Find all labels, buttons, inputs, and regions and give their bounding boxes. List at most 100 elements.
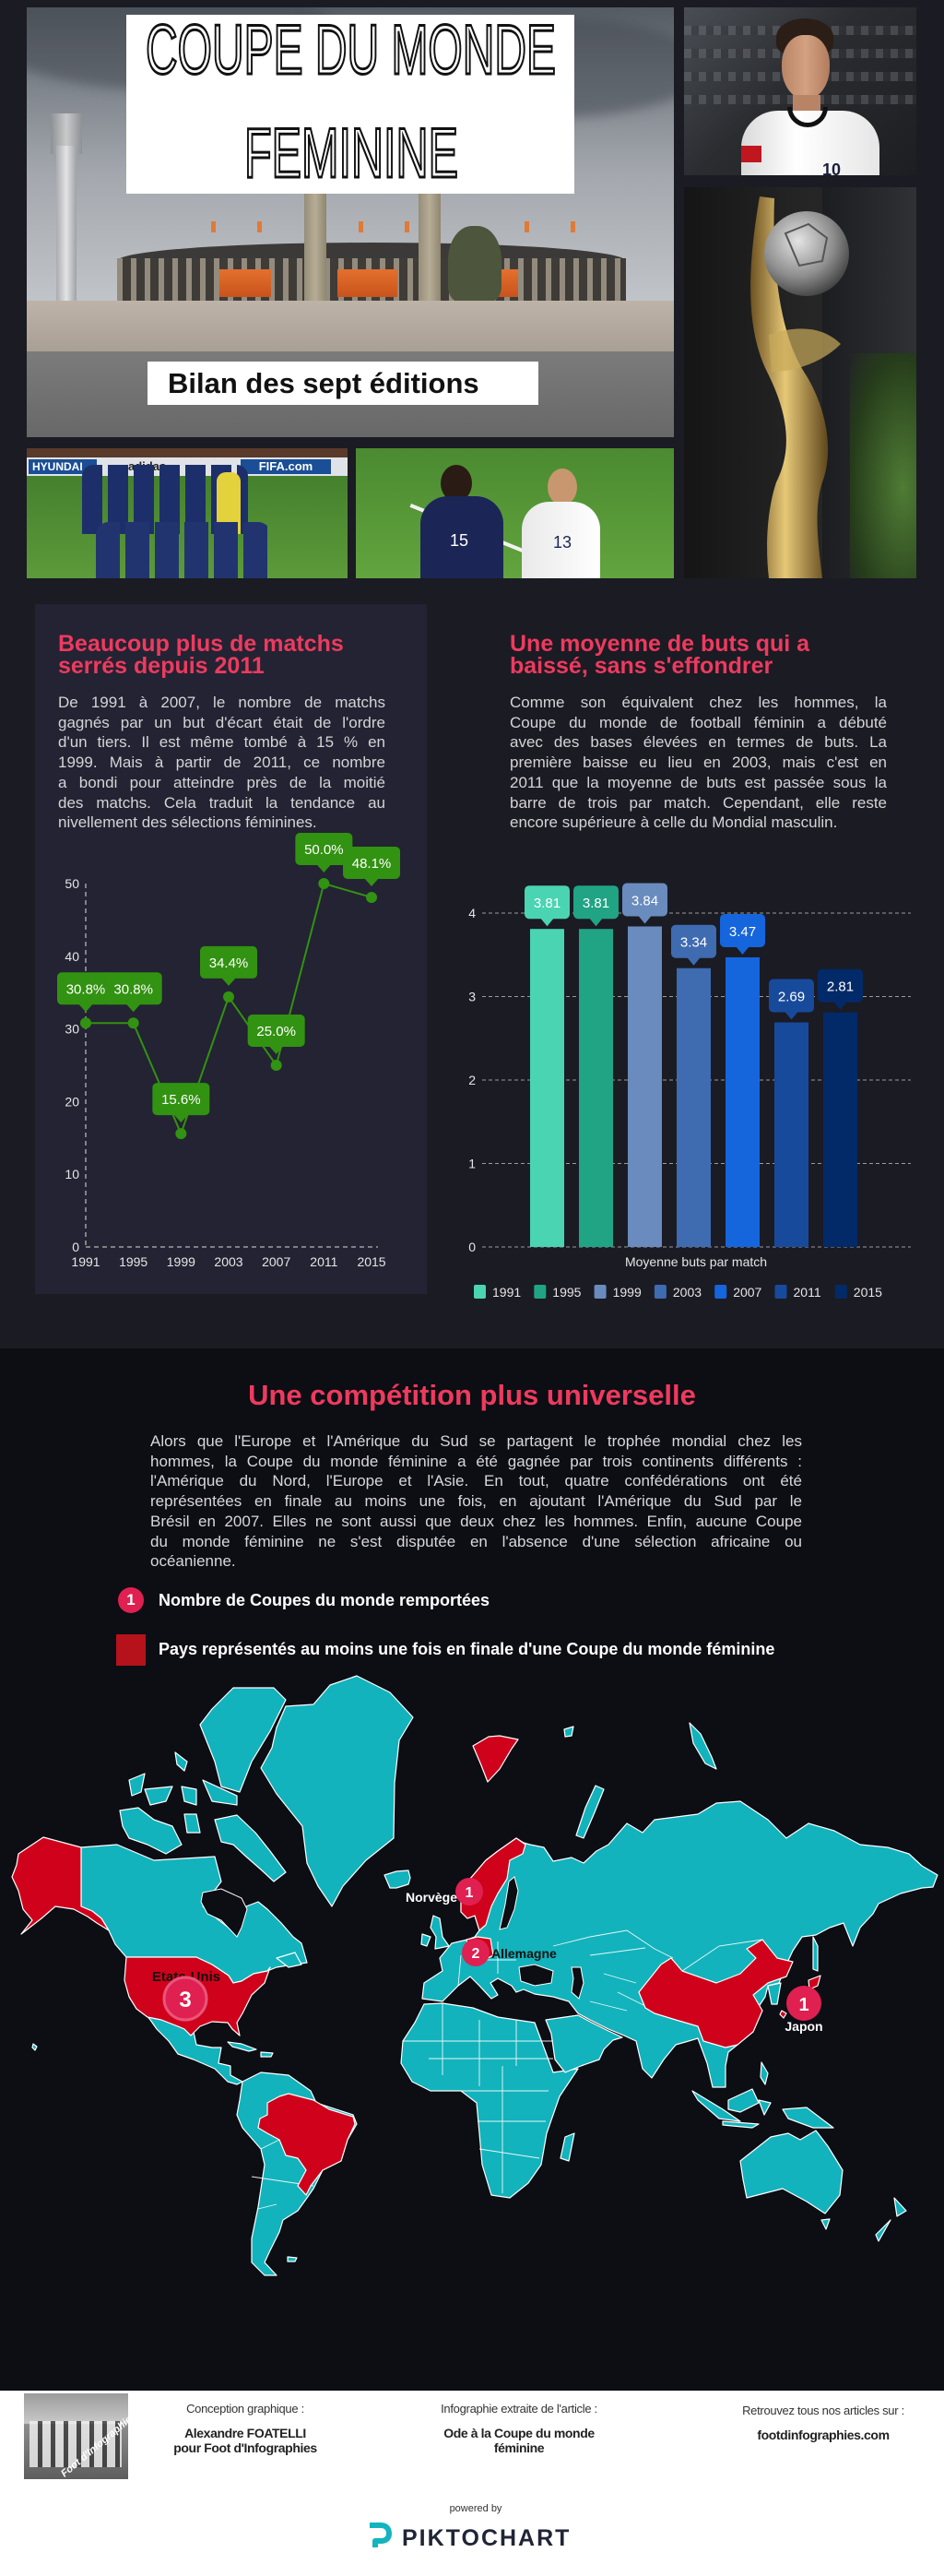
data-point[interactable] xyxy=(223,991,235,1003)
norway-sweden[interactable] xyxy=(460,1837,526,1931)
y-tick-label: 0 xyxy=(72,1240,79,1254)
brazil[interactable] xyxy=(257,2093,356,2196)
arctic-island[interactable] xyxy=(144,1786,173,1806)
hokkaido[interactable] xyxy=(812,1936,819,1972)
legend-item[interactable]: 1999 xyxy=(594,1285,642,1300)
label-pointer xyxy=(736,946,749,955)
hispaniola[interactable] xyxy=(260,2051,274,2058)
bar-1991[interactable] xyxy=(530,929,564,1247)
new-zealand-north[interactable] xyxy=(893,2197,907,2217)
sulawesi[interactable] xyxy=(758,2099,772,2116)
korea[interactable] xyxy=(767,1982,782,2005)
japan-south[interactable] xyxy=(779,2010,787,2019)
orange-banner xyxy=(337,269,397,297)
legend-swatch-icon xyxy=(534,1285,547,1299)
cuba[interactable] xyxy=(227,2041,257,2052)
new-guinea[interactable] xyxy=(782,2107,834,2129)
label-text: 3.81 xyxy=(583,896,609,911)
australia[interactable] xyxy=(739,2130,844,2214)
legend-swatch-icon xyxy=(654,1285,667,1299)
marker-germany-icon[interactable] xyxy=(462,1939,490,1966)
newfoundland[interactable] xyxy=(276,1952,302,1968)
bar-2003[interactable] xyxy=(677,967,711,1247)
x-axis-title: Moyenne buts par match xyxy=(625,1254,767,1269)
sumatra[interactable] xyxy=(691,2090,741,2122)
bar-1995[interactable] xyxy=(579,929,613,1247)
data-point[interactable] xyxy=(270,1060,282,1071)
legend-item[interactable]: 2011 xyxy=(774,1285,821,1300)
flag xyxy=(211,221,216,232)
data-point[interactable] xyxy=(366,891,378,903)
victoria-island[interactable] xyxy=(119,1807,183,1855)
article-link[interactable]: Ode à la Coupe du monde féminine xyxy=(399,2426,639,2455)
article-title-line: féminine xyxy=(493,2440,545,2455)
piktochart-brand[interactable]: PIKTOCHART xyxy=(402,2525,572,2551)
data-point[interactable] xyxy=(127,1017,139,1029)
marker-usa-icon[interactable] xyxy=(162,1976,208,2022)
label-box xyxy=(247,1015,305,1047)
africa[interactable] xyxy=(400,2002,579,2199)
bar-1999[interactable] xyxy=(628,926,662,1247)
bar-2007[interactable] xyxy=(726,956,760,1247)
arctic-island[interactable] xyxy=(128,1773,146,1797)
marker-norway-icon[interactable] xyxy=(455,1878,483,1905)
arctic-island[interactable] xyxy=(174,1751,188,1772)
data-point[interactable] xyxy=(318,878,330,889)
label-box xyxy=(622,883,667,917)
x-tick-label: 2015 xyxy=(357,1254,385,1269)
plaza xyxy=(27,301,674,351)
ellesmere-island[interactable] xyxy=(199,1687,287,1793)
ireland[interactable] xyxy=(420,1933,431,1947)
severnaya-zemlya[interactable] xyxy=(689,1722,717,1770)
borneo[interactable] xyxy=(727,2088,760,2113)
legend-finalists-label: Pays représentés au moins une fois en fi… xyxy=(159,1640,775,1658)
label-pointer xyxy=(540,918,554,927)
tasmania[interactable] xyxy=(820,2218,831,2230)
falklands[interactable] xyxy=(287,2256,298,2262)
legend-item[interactable]: 1991 xyxy=(474,1285,521,1300)
label-pointer xyxy=(221,977,237,986)
franz-josef-land[interactable] xyxy=(563,1726,574,1738)
goals-title: Une moyenne de buts qui a baissé, sans s… xyxy=(510,633,809,678)
arctic-island[interactable] xyxy=(181,1786,197,1806)
designer-name: Alexandre FOATELLI xyxy=(184,2426,306,2440)
universal-text: Alors que l'Europe et l'Amérique du Sud … xyxy=(150,1431,802,1572)
site-link[interactable]: footdinfographies.com xyxy=(757,2428,890,2442)
legend-swatch-icon xyxy=(834,1285,847,1299)
label-text: 50.0% xyxy=(304,842,344,858)
legend-item[interactable]: 1995 xyxy=(534,1285,582,1300)
philippines[interactable] xyxy=(760,2061,769,2085)
novaya-zemlya[interactable] xyxy=(575,1785,605,1839)
arabian-peninsula[interactable] xyxy=(545,2014,623,2073)
hawaii[interactable] xyxy=(31,2043,38,2051)
piktochart-logo-icon[interactable] xyxy=(366,2522,392,2551)
text-line: Brésil en 2007. Elles ne sont aussi que … xyxy=(150,1512,802,1530)
player-head xyxy=(548,469,577,505)
china[interactable] xyxy=(638,1939,794,2048)
united-kingdom[interactable] xyxy=(430,1915,450,1950)
greenland[interactable] xyxy=(260,1675,414,1907)
label-box xyxy=(200,945,258,979)
iceland[interactable] xyxy=(384,1870,411,1889)
baffin-island[interactable] xyxy=(214,1814,287,1882)
japan[interactable] xyxy=(808,1975,821,1990)
alaska[interactable] xyxy=(11,1836,110,1935)
legend-item[interactable]: 2015 xyxy=(834,1285,882,1300)
data-point[interactable] xyxy=(175,1128,187,1140)
legend-item[interactable]: 2003 xyxy=(654,1285,702,1300)
bar-2015[interactable] xyxy=(823,1012,857,1247)
title-box: COUPE DU MONDE FEMININE xyxy=(126,15,574,194)
arctic-island[interactable] xyxy=(202,1779,238,1806)
marker-japan-icon[interactable] xyxy=(786,1986,821,2021)
madagascar[interactable] xyxy=(560,2132,575,2162)
svalbard[interactable] xyxy=(472,1735,519,1783)
data-point[interactable] xyxy=(80,1017,91,1029)
label-pointer xyxy=(268,1046,284,1054)
new-zealand-south[interactable] xyxy=(875,2219,891,2242)
legend-item[interactable]: 2007 xyxy=(714,1285,762,1300)
text-line: première baisse eu lieu en 2003, mais c'… xyxy=(510,754,887,772)
arctic-island[interactable] xyxy=(183,1813,201,1834)
java[interactable] xyxy=(722,2120,760,2129)
label-pointer xyxy=(833,1002,847,1010)
bar-2011[interactable] xyxy=(774,1022,808,1247)
